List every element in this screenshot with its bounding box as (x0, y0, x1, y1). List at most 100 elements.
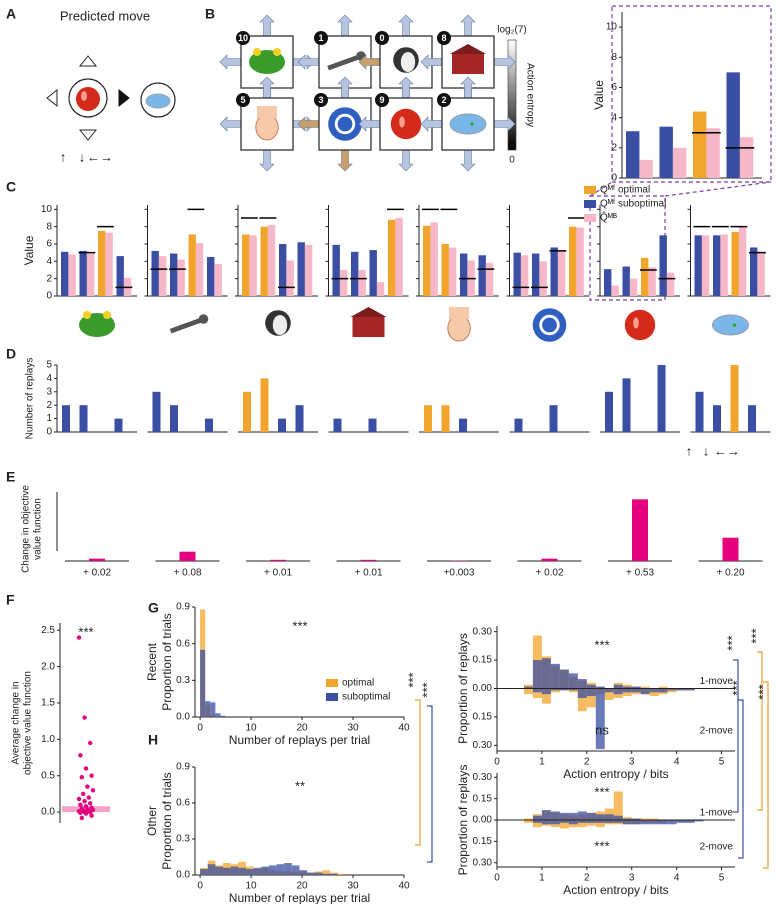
histogram-bar (577, 811, 587, 820)
histogram-bar (559, 812, 569, 820)
mf-bar (513, 252, 521, 296)
data-point (82, 715, 87, 720)
y-axis-label: Number of replays (25, 358, 36, 440)
histogram-bar (550, 688, 560, 691)
panel-label: F (6, 592, 15, 608)
mb-bar (666, 272, 675, 296)
y-tick-label: 0 (611, 173, 617, 184)
state-number-badge (437, 31, 451, 45)
mf-bar (626, 131, 640, 178)
data-point (79, 774, 85, 780)
action-arrow (337, 76, 353, 99)
data-point (78, 753, 83, 758)
action-label: ↑ (686, 443, 693, 458)
icon-part (400, 52, 416, 72)
state-number: 8 (441, 33, 446, 43)
icon-part (103, 311, 111, 319)
histogram-bar (523, 686, 533, 689)
data-point (82, 798, 87, 804)
significance-bracket (757, 651, 763, 811)
histogram-bar (322, 873, 331, 875)
state-number-badge (314, 93, 328, 107)
legend-label: suboptimal (342, 692, 390, 703)
histogram-bar (622, 686, 632, 689)
histogram-bar (541, 688, 551, 704)
mb-bar (448, 247, 457, 296)
mf-bar (61, 251, 69, 296)
y-tick-label: 0 (46, 291, 52, 302)
histogram-bar (559, 820, 569, 823)
state-number: 1 (318, 33, 323, 43)
histogram-bar (230, 866, 239, 875)
mf-bar (659, 126, 673, 178)
action-arrow (297, 54, 320, 70)
replay-bar (368, 418, 377, 432)
y-axis-label: Proportion of trials (160, 613, 174, 710)
histogram-bar (207, 864, 216, 875)
histogram-bar (200, 649, 206, 717)
mf-bar (441, 244, 449, 296)
data-point (78, 802, 83, 808)
action-arrow (259, 14, 275, 37)
state-number-badge (437, 93, 451, 107)
histogram-bar (223, 867, 231, 875)
mf-bar (693, 111, 707, 178)
action-arrow (460, 149, 476, 172)
action-arrow (493, 116, 516, 132)
histogram-bar (205, 701, 211, 717)
replay-bar (514, 418, 523, 432)
y-tick-label: 4 (611, 112, 617, 123)
histogram-bar (568, 688, 578, 691)
y-tick-label: 0.3 (176, 834, 190, 845)
panel-title: Predicted move (60, 8, 150, 23)
mf-bar (460, 253, 468, 296)
panel-label: B (205, 6, 215, 22)
histogram-bar (604, 814, 614, 820)
x-tick-label: 40 (398, 723, 410, 734)
y-axis-label: objective value function (23, 671, 34, 775)
state-number-badge (375, 93, 389, 107)
icon-part (257, 106, 277, 118)
mb-bar (739, 137, 754, 178)
histogram-bar (640, 818, 650, 820)
histogram-bar (667, 688, 677, 691)
data-point (85, 784, 90, 789)
state-number: 3 (318, 95, 323, 105)
mb-bar (701, 235, 710, 296)
mf-bar (388, 219, 396, 296)
y-tick-label: 0.0 (176, 870, 190, 881)
data-point (88, 809, 93, 815)
y-tick-label: 10 (41, 204, 53, 215)
histogram-bar (595, 686, 605, 689)
panel-label: E (6, 469, 15, 485)
y-tick-label: 0.30 (473, 772, 493, 783)
histogram-bar (613, 815, 623, 820)
y-tick-label: 4 (46, 373, 52, 384)
histogram-bar (676, 820, 686, 823)
state-icon (350, 307, 387, 337)
replay-bar (295, 405, 304, 432)
histogram-bar (322, 870, 331, 875)
mb-bar (672, 147, 687, 178)
histogram-bar (676, 688, 686, 691)
x-axis-label: Action entropy / bits (563, 883, 668, 897)
x-tick-label: 0 (197, 723, 203, 734)
mf-bar (207, 257, 215, 296)
histogram-bar (523, 820, 533, 823)
y-tick-label: 10 (606, 22, 618, 33)
icon-part (327, 53, 363, 71)
data-point (79, 815, 85, 821)
histogram-bar (261, 866, 269, 875)
x-axis-label: Action entropy / bits (563, 767, 668, 781)
replay-bar (730, 365, 739, 432)
histogram-bar (586, 684, 596, 689)
mf-bar (188, 234, 196, 296)
mb-bar (757, 251, 765, 296)
mb-bar (629, 278, 638, 296)
action-arrow (398, 76, 414, 99)
histogram-bar (577, 688, 587, 712)
icon-part (470, 122, 474, 126)
histogram-bar (568, 812, 578, 820)
x-tick-label: 20 (296, 881, 308, 892)
mb-bar (286, 260, 294, 296)
